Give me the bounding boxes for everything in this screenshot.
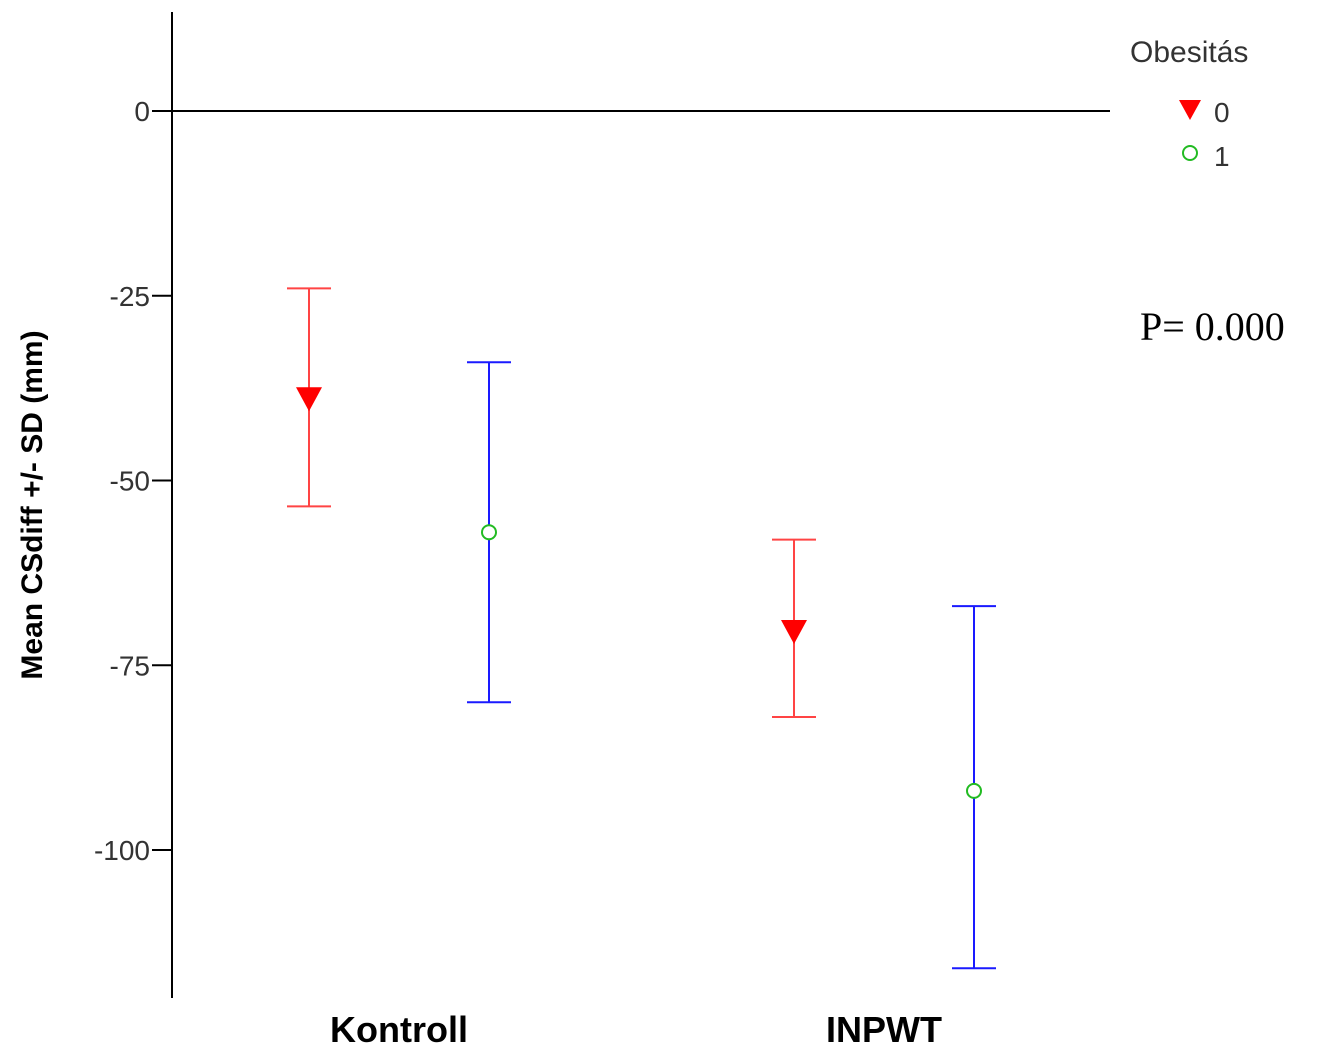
legend-marker-circle-icon xyxy=(1182,145,1198,161)
mean-marker-triangle xyxy=(296,387,322,412)
y-tick-label: -25 xyxy=(110,281,150,312)
error-bar-kontroll-0 xyxy=(287,287,331,508)
series-layer xyxy=(287,287,996,970)
legend-title: Obesitás xyxy=(1130,36,1248,69)
x-tick-label-kontroll: Kontroll xyxy=(330,1009,468,1050)
y-axis-title: Mean CSdiff +/- SD (mm) xyxy=(16,330,49,679)
legend: Obesitás 0 1 xyxy=(1130,36,1248,172)
p-value-annotation: P= 0.000 xyxy=(1140,304,1285,349)
error-bar-kontroll-1 xyxy=(467,361,511,704)
legend-label-0: 0 xyxy=(1214,97,1230,128)
legend-marker-triangle-icon xyxy=(1179,100,1201,120)
y-tick-label: -75 xyxy=(110,650,150,681)
y-tick-label: 0 xyxy=(134,96,150,127)
error-bar-inpwt-1 xyxy=(952,605,996,970)
error-bar-inpwt-0 xyxy=(772,538,816,718)
mean-marker-circle xyxy=(481,524,497,541)
x-tick-label-inpwt: INPWT xyxy=(826,1009,942,1050)
mean-marker-circle xyxy=(966,782,982,799)
legend-label-1: 1 xyxy=(1214,141,1230,172)
mean-marker-triangle xyxy=(781,619,807,644)
y-tick-label: -100 xyxy=(94,835,150,866)
y-tick-label: -50 xyxy=(110,466,150,497)
y-ticks: 0 -25 -50 -75 -100 xyxy=(94,96,172,866)
